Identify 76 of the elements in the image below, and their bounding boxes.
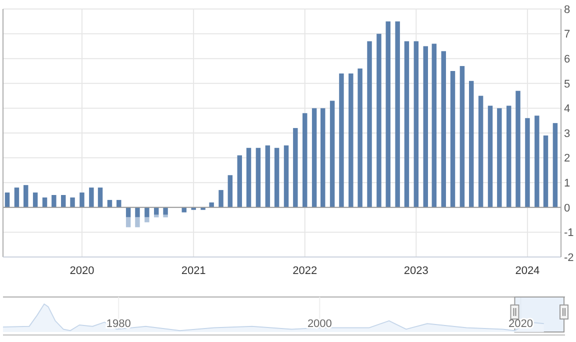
- bar: [312, 108, 317, 208]
- bar: [488, 106, 493, 208]
- bar: [534, 116, 540, 208]
- bar: [144, 217, 150, 222]
- bar: [24, 185, 28, 208]
- bar: [358, 68, 362, 208]
- bar: [14, 188, 20, 208]
- bar: [52, 195, 56, 208]
- bar: [543, 135, 548, 208]
- bar: [126, 217, 131, 228]
- y-tick-label: 2: [564, 152, 570, 165]
- bar: [265, 145, 270, 208]
- bar: [441, 51, 446, 208]
- bar: [42, 197, 48, 208]
- y-tick-label: 0: [564, 202, 570, 214]
- bar: [284, 145, 289, 208]
- bar: [348, 73, 354, 208]
- bar: [218, 190, 224, 208]
- bar: [135, 207, 140, 218]
- x-tick-label: 2023: [404, 265, 428, 277]
- bar: [80, 192, 84, 208]
- bar: [450, 71, 456, 208]
- bar: [163, 207, 168, 215]
- bar: [32, 192, 38, 208]
- bar: [228, 175, 233, 208]
- bar: [516, 90, 520, 208]
- bar: [339, 73, 344, 208]
- y-tick-label: 1: [564, 177, 570, 190]
- y-tick-label: -1: [564, 227, 574, 240]
- y-tick-label: 7: [564, 28, 570, 41]
- bar: [293, 128, 298, 208]
- bar: [478, 96, 484, 208]
- x-tick-label: 2020: [70, 265, 94, 277]
- bar: [209, 202, 214, 208]
- bar: [256, 148, 261, 208]
- bar: [163, 214, 168, 218]
- y-tick-label: 5: [564, 78, 570, 90]
- bar: [4, 192, 10, 208]
- bar: [552, 123, 558, 208]
- bar: [506, 106, 512, 208]
- bar: [330, 100, 335, 208]
- bar: [274, 148, 280, 208]
- bar: [320, 108, 326, 208]
- bar: [61, 195, 66, 208]
- y-tick-label: 8: [564, 4, 570, 16]
- x-tick-label: 2000: [307, 318, 332, 330]
- bar: [432, 44, 437, 208]
- bar: [460, 66, 465, 208]
- bar: [70, 197, 75, 208]
- x-tick-label: 2021: [181, 265, 206, 277]
- bar: [237, 155, 242, 208]
- x-tick-label: 1980: [106, 318, 131, 330]
- bar: [154, 214, 159, 218]
- bar: [395, 21, 400, 208]
- x-tick-label: 2024: [515, 265, 540, 277]
- bar: [525, 118, 530, 208]
- bar: [423, 46, 428, 208]
- y-tick-label: 3: [564, 128, 570, 140]
- y-tick-label: 4: [564, 103, 570, 116]
- bar: [497, 108, 502, 208]
- bar: [414, 41, 419, 208]
- bar: [98, 188, 103, 208]
- bar: [367, 41, 372, 208]
- bar: [135, 217, 140, 228]
- bar: [468, 80, 474, 208]
- bar: [89, 188, 94, 208]
- bar: [246, 148, 252, 208]
- bar: [144, 207, 150, 218]
- bar: [126, 207, 131, 218]
- bar: [386, 21, 390, 208]
- y-tick-label: 6: [564, 53, 570, 66]
- bar: [376, 34, 382, 208]
- bar: [404, 41, 410, 208]
- bar: [302, 113, 308, 208]
- y-tick-label: -2: [564, 252, 574, 264]
- x-tick-label: 2022: [292, 265, 318, 277]
